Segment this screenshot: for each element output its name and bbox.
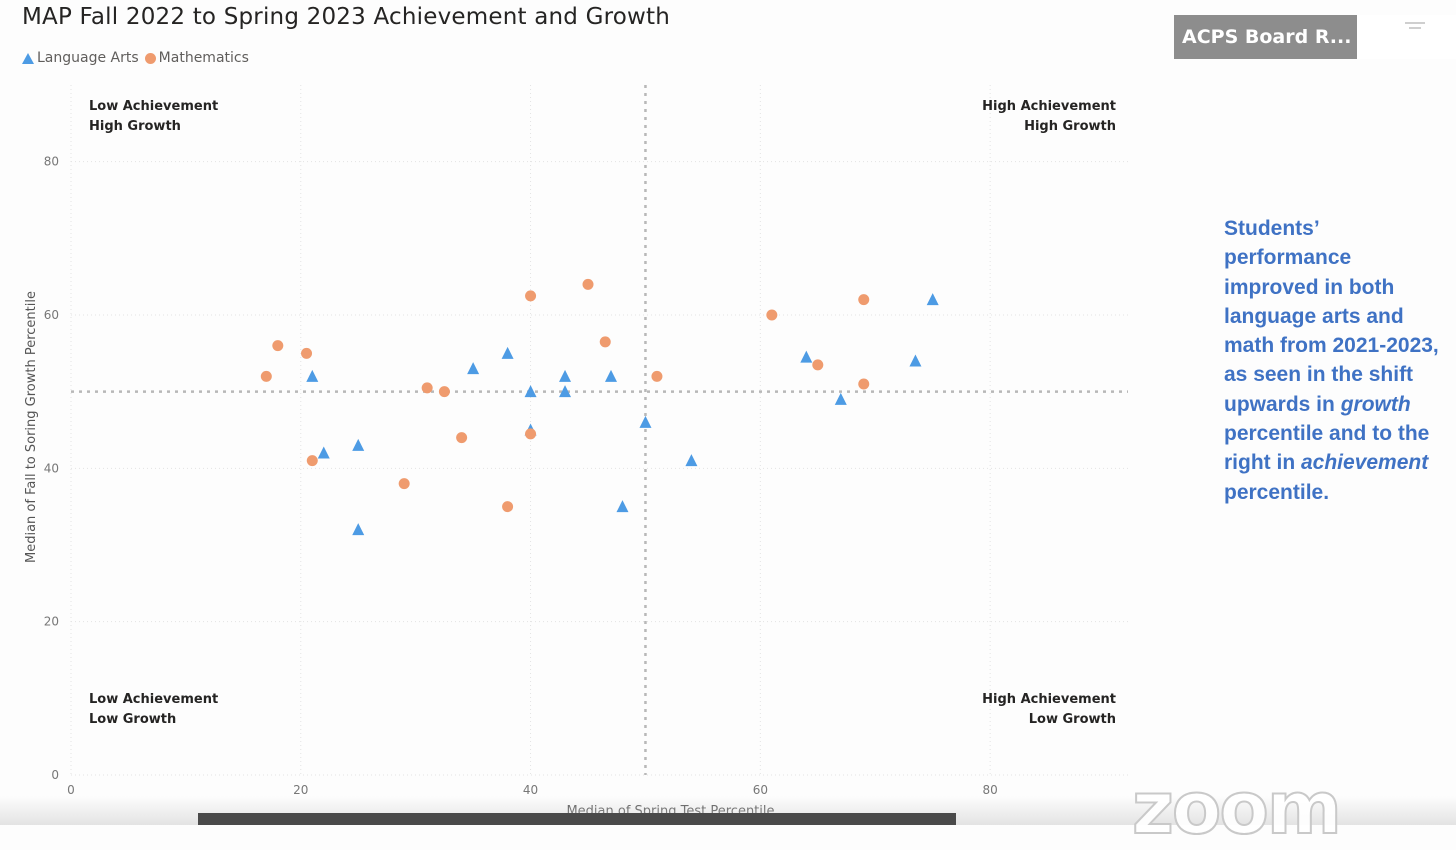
- language-arts-point: [685, 454, 698, 467]
- quadrant-label-top-right: High Growth: [1024, 119, 1116, 134]
- language-arts-point: [352, 523, 365, 536]
- side-note-achievement: achievement: [1301, 451, 1429, 475]
- side-note-text-1: Students’ performance improved in both l…: [1224, 217, 1439, 416]
- participant-video-tile[interactable]: ACPS Board R...: [1174, 15, 1357, 59]
- mathematics-point: [766, 309, 778, 321]
- preview-line: [1405, 22, 1425, 24]
- preview-line: [1409, 27, 1421, 29]
- zoom-watermark: zoom: [1131, 766, 1343, 850]
- mathematics-point: [301, 347, 313, 359]
- y-tick-label: 0: [51, 768, 59, 782]
- x-tick-label: 40: [523, 783, 538, 797]
- mathematics-point: [272, 340, 284, 352]
- language-arts-point: [616, 500, 629, 513]
- language-arts-point: [639, 415, 652, 428]
- side-note-growth: growth: [1340, 392, 1411, 416]
- y-tick-label: 80: [44, 155, 59, 169]
- quadrant-label-top-left: Low Achievement: [89, 99, 218, 114]
- live-caption-box: [198, 813, 956, 825]
- mathematics-point: [438, 386, 450, 398]
- mathematics-point: [421, 382, 433, 394]
- quadrant-label-top-left: High Growth: [89, 119, 181, 134]
- side-note: Students’ performance improved in both l…: [1224, 214, 1439, 507]
- y-tick-label: 40: [44, 461, 59, 475]
- mathematics-point: [456, 432, 468, 444]
- language-arts-point: [926, 293, 939, 306]
- language-arts-point: [467, 362, 480, 375]
- y-axis-title: Median of Fall to Soring Growth Percenti…: [24, 291, 39, 563]
- chart-legend: Language Arts Mathematics: [22, 49, 249, 67]
- language-arts-point: [909, 354, 922, 367]
- mathematics-point: [858, 294, 870, 306]
- quadrant-label-top-right: High Achievement: [982, 99, 1116, 114]
- legend-label: Mathematics: [158, 50, 249, 66]
- mathematics-point: [502, 501, 514, 513]
- mathematics-point: [599, 336, 611, 348]
- chart-title: MAP Fall 2022 to Spring 2023 Achievement…: [22, 4, 671, 30]
- x-tick-label: 60: [753, 783, 768, 797]
- participant-name: ACPS Board R...: [1182, 26, 1352, 48]
- language-arts-point: [524, 385, 537, 398]
- quadrant-label-bottom-right: High Achievement: [982, 692, 1116, 707]
- language-arts-point: [559, 369, 572, 382]
- triangle-marker-icon: [22, 52, 34, 64]
- language-arts-point: [604, 369, 617, 382]
- language-arts-point: [317, 446, 330, 459]
- participant-video-preview: [1357, 15, 1456, 59]
- side-note-text-2: percentile and to the right in: [1224, 422, 1430, 475]
- mathematics-point: [812, 359, 824, 371]
- mathematics-point: [306, 455, 318, 467]
- mathematics-point: [525, 290, 537, 302]
- side-note-text-3: percentile.: [1224, 480, 1330, 504]
- language-arts-point: [834, 392, 847, 405]
- x-tick-label: 80: [982, 783, 997, 797]
- language-arts-point: [352, 438, 365, 451]
- mathematics-point: [398, 478, 410, 490]
- y-tick-label: 60: [44, 308, 59, 322]
- legend-item-mathematics[interactable]: Mathematics: [144, 50, 249, 66]
- mathematics-point: [582, 278, 594, 290]
- language-arts-point: [501, 346, 514, 359]
- legend-item-language-arts[interactable]: Language Arts: [22, 50, 139, 66]
- x-tick-label: 0: [67, 783, 75, 797]
- language-arts-point: [800, 350, 813, 363]
- language-arts-point: [306, 369, 319, 382]
- y-tick-label: 20: [44, 615, 59, 629]
- quadrant-label-bottom-left: Low Achievement: [89, 692, 218, 707]
- legend-label: Language Arts: [37, 50, 139, 66]
- mathematics-point: [525, 428, 537, 440]
- mathematics-point: [858, 378, 870, 390]
- quadrant-label-bottom-right: Low Growth: [1029, 712, 1116, 727]
- x-tick-label: 20: [293, 783, 308, 797]
- mathematics-point: [260, 370, 272, 382]
- circle-marker-icon: [144, 52, 156, 64]
- language-arts-point: [559, 385, 572, 398]
- quadrant-label-bottom-left: Low Growth: [89, 712, 176, 727]
- mathematics-point: [651, 370, 663, 382]
